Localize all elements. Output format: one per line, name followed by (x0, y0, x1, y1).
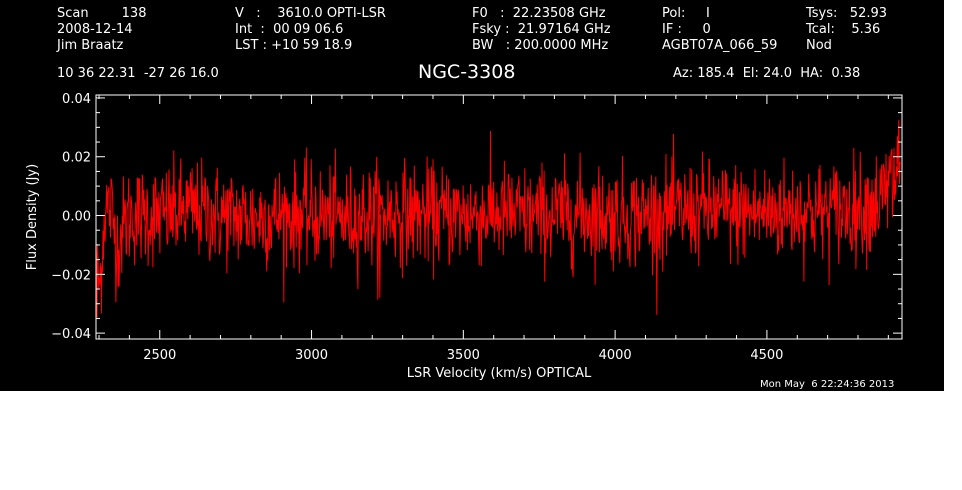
if-label: IF : 0 (662, 22, 711, 37)
velocity-label: V : 3610.0 OPTI-LSR (235, 6, 386, 21)
sky-frequency-label: Fsky : 21.97164 GHz (472, 22, 611, 37)
azel-label: Az: 185.4 El: 24.0 HA: 0.38 (673, 66, 861, 81)
x-axis-label: LSR Velocity (km/s) OPTICAL (407, 366, 592, 381)
spectrum-trace (95, 119, 901, 318)
y-tick-label: 0.04 (62, 92, 91, 107)
project-label: AGBT07A_066_59 (662, 38, 778, 53)
y-axis-label: Flux Density (Jy) (25, 164, 40, 270)
tsys-label: Tsys: 52.93 (806, 6, 888, 21)
integration-label: Int : 00 09 06.6 (235, 22, 344, 37)
plot-frame (95, 94, 903, 340)
x-tick-label: 3500 (447, 348, 480, 363)
spectrum-chart: 2500 3000 3500 4000 4500 −0.04 −0.02 0.00 0.02 0.… (25, 92, 903, 381)
polarization-label: Pol: I (662, 6, 710, 21)
coordinates-label: 10 36 22.31 -27 26 16.0 (57, 66, 219, 81)
observer-label: Jim Braatz (57, 38, 124, 53)
y-tick-label: 0.02 (62, 151, 91, 166)
rest-frequency-label: F0 : 22.23508 GHz (472, 6, 606, 21)
scan-label: Scan 138 (57, 6, 147, 21)
tcal-label: Tcal: 5.36 (806, 22, 881, 37)
x-tick-label: 4000 (599, 348, 632, 363)
plot-panel: Scan 138 2008-12-14 Jim Braatz V : 3610.… (0, 0, 944, 391)
x-tick-label: 2500 (143, 348, 176, 363)
y-tick-label: −0.02 (51, 268, 91, 283)
y-tick-label: 0.00 (62, 210, 91, 225)
source-title: NGC-3308 (418, 61, 516, 83)
bandwidth-label: BW : 200.0000 MHz (472, 38, 609, 53)
lst-label: LST : +10 59 18.9 (235, 38, 353, 53)
y-tick-label: −0.04 (51, 327, 91, 342)
x-tick-label: 3000 (295, 348, 328, 363)
procedure-label: Nod (806, 38, 832, 53)
date-label: 2008-12-14 (57, 22, 133, 37)
x-tick-label: 4500 (750, 348, 783, 363)
timestamp-label: Mon May 6 22:24:36 2013 (760, 379, 895, 390)
